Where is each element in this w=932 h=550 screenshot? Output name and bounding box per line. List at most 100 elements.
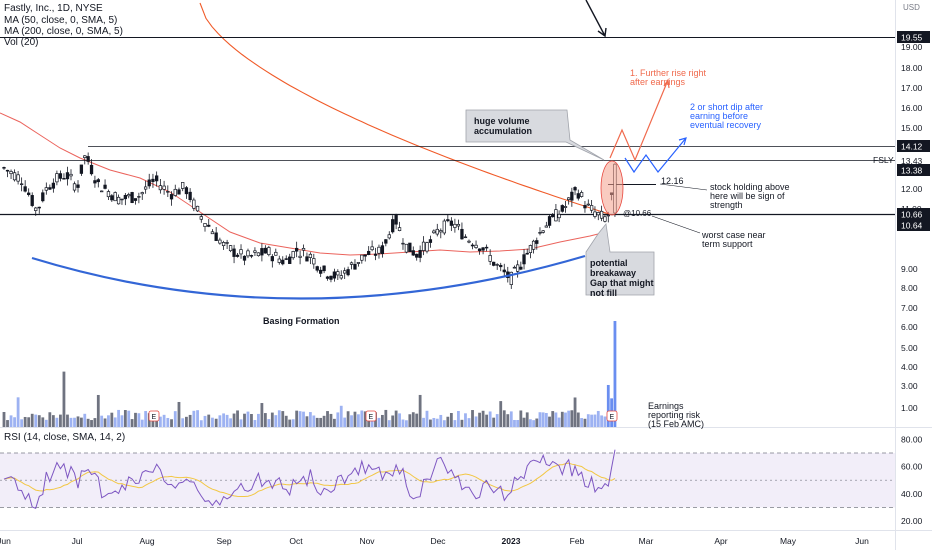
candle-body (535, 240, 539, 244)
volume-bar (177, 401, 181, 427)
price-badge (897, 164, 930, 176)
candle-body (177, 189, 181, 195)
price-tick: 13.43 (901, 156, 923, 166)
volume-bar (478, 412, 481, 427)
volume-bar (107, 415, 110, 427)
candle-body (560, 205, 564, 212)
candle-body (525, 252, 529, 255)
candle-body (484, 246, 489, 249)
volume-bar (134, 412, 137, 427)
volume-bar (284, 415, 288, 427)
ma50-line (0, 112, 607, 256)
candle-body (140, 192, 144, 195)
candle-body (356, 262, 361, 264)
volume-bar (398, 413, 401, 427)
ma200-line (199, 2, 609, 215)
volume-bar (214, 418, 218, 427)
candle-body (151, 178, 155, 182)
candle-body (86, 156, 90, 162)
volume-bar (62, 371, 66, 427)
candle-body (291, 251, 295, 259)
candle-body (214, 232, 218, 241)
candle-body (106, 191, 111, 198)
candle-body (343, 270, 347, 274)
candle-body (173, 188, 177, 196)
candle-body (460, 228, 464, 240)
rsi-line (3, 449, 616, 509)
candle-body (137, 196, 141, 198)
volume-bar (55, 417, 59, 427)
volume-bar (59, 414, 62, 427)
candle-body (284, 258, 288, 260)
volume-bar (30, 413, 34, 427)
volume-bar (453, 420, 457, 427)
candle-body (363, 254, 367, 257)
x-tick-label: Oct (289, 536, 303, 546)
candle-body (576, 193, 580, 199)
candle-body (89, 164, 94, 175)
candle-body (100, 190, 104, 193)
candle-body (44, 187, 48, 191)
volume-bar (34, 414, 38, 427)
candle-body (281, 259, 285, 265)
candle-body (9, 171, 13, 175)
candle-body (260, 248, 264, 256)
volume-bar (170, 419, 173, 427)
volume-bar (302, 411, 305, 427)
volume-bar (27, 417, 31, 427)
volume-bar (467, 418, 471, 427)
volume-bar (442, 420, 446, 427)
candle-body (603, 216, 607, 222)
volume-bar (137, 413, 141, 427)
volume-bar (336, 412, 340, 427)
candle-body (370, 246, 374, 251)
price-badge (897, 219, 930, 231)
volume-bar (435, 418, 439, 427)
volume-bar (44, 419, 48, 427)
candle-body (397, 227, 402, 232)
candle-body (93, 180, 97, 184)
x-tick-label: Jun (0, 536, 11, 546)
volume-bar (554, 412, 558, 427)
volume-bar (6, 420, 9, 427)
candle-body (463, 236, 468, 239)
candle-body (502, 269, 506, 273)
volume-bar (37, 415, 41, 427)
volume-bar (199, 420, 203, 427)
basing-curve (31, 254, 586, 300)
volume-bar (20, 419, 24, 427)
candle-body (69, 173, 73, 177)
x-tick-label: Apr (714, 536, 727, 546)
candle-body (221, 242, 226, 247)
volume-bar (606, 384, 610, 427)
x-tick-label: Jul (72, 536, 83, 546)
candle-body (263, 247, 268, 254)
volume-bar (570, 410, 574, 427)
volume-bar (267, 419, 271, 427)
price-badge-label: 10.64 (901, 221, 923, 231)
volume-legend: Vol (20) (4, 37, 39, 48)
price-tick: 3.00 (901, 381, 918, 391)
x-tick-label: Mar (639, 536, 654, 546)
candle-body (65, 172, 70, 180)
volume-bar (127, 410, 131, 427)
candle-body (551, 214, 555, 218)
candle-body (428, 239, 433, 243)
candle-body (267, 247, 271, 256)
candle-body (593, 211, 597, 217)
volume-bar (305, 416, 309, 427)
volume-bar (203, 415, 207, 427)
candle-body (79, 164, 84, 174)
candle-body (377, 246, 381, 254)
volume-bar (218, 415, 222, 427)
earnings-marker (606, 410, 618, 422)
short-dip-arrowhead (678, 137, 687, 146)
candle-body (55, 173, 59, 183)
price-badge (897, 31, 930, 43)
volume-bar (48, 412, 52, 427)
volume-bar (573, 397, 577, 427)
price-tick: 19.00 (901, 42, 923, 52)
volume-bar (593, 414, 597, 427)
volume-bar (232, 413, 236, 427)
